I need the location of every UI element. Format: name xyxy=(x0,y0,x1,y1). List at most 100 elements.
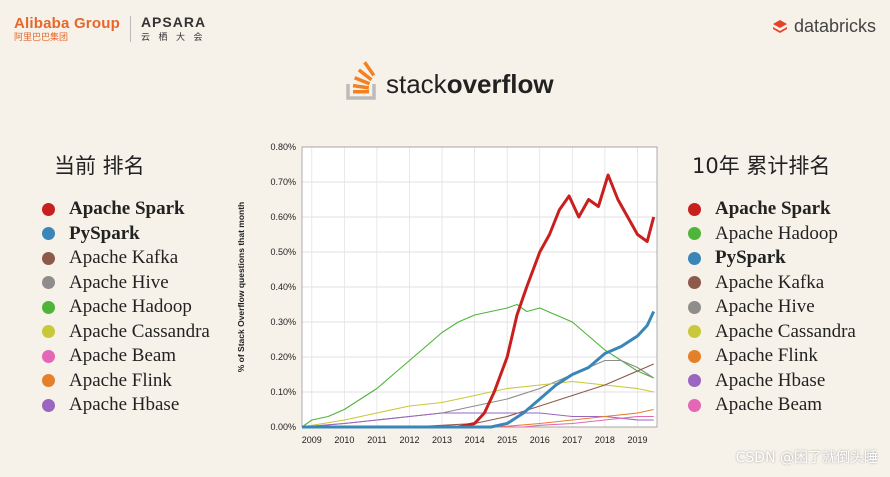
series-line-apache-hadoop xyxy=(301,303,654,428)
ten-year-ranking-list: Apache Spark Apache Hadoop PySpark Apache K… xyxy=(688,197,856,418)
legend-dot-icon xyxy=(42,251,55,265)
ranking-item: Apache Hbase xyxy=(42,393,210,418)
databricks-icon xyxy=(772,19,787,33)
current-ranking-list: Apache Spark PySpark Apache Kafka Apache Hi… xyxy=(42,197,210,418)
alibaba-brand-text: Alibaba Group xyxy=(14,14,120,32)
stackoverflow-bold-text: overflow xyxy=(446,69,554,99)
ranking-item-label: Apache Kafka xyxy=(715,271,825,293)
legend-dot-icon xyxy=(42,374,55,388)
ranking-item-label: Apache Spark xyxy=(69,198,185,220)
legend-dot-icon xyxy=(688,276,701,290)
databricks-text: databricks xyxy=(793,16,876,36)
ranking-item: PySpark xyxy=(42,222,210,247)
y-tick-label: 0.10% xyxy=(270,387,296,397)
x-tick-label: 2012 xyxy=(399,435,419,445)
ranking-item: Apache Hive xyxy=(42,271,210,296)
stackoverflow-icon xyxy=(346,61,376,100)
legend-dot-icon xyxy=(42,325,55,339)
ranking-item-label: Apache Cassandra xyxy=(715,320,856,342)
apsara-logo: APSARA 云 栖 大 会 xyxy=(141,14,206,43)
ranking-item: Apache Hadoop xyxy=(42,295,210,320)
x-tick-labels: 2009 2010 2011 2012 2013 2014 2015 2016 2017 2018… xyxy=(302,435,648,445)
ranking-item: Apache Cassandra xyxy=(688,320,856,345)
grid-lines xyxy=(301,146,658,428)
legend-dot-icon xyxy=(42,349,55,363)
ranking-item-label: Apache Hadoop xyxy=(69,296,192,318)
legend-dot-icon xyxy=(688,202,701,216)
x-tick-label: 2010 xyxy=(334,435,354,445)
alibaba-apsara-brand: Alibaba Group 阿里巴巴集团 APSARA 云 栖 大 会 xyxy=(14,14,206,43)
y-tick-label: 0.80% xyxy=(270,142,296,152)
ranking-item: Apache Beam xyxy=(42,344,210,369)
series-line-apache-beam xyxy=(302,415,654,428)
legend-dot-icon xyxy=(688,374,701,388)
legend-dot-icon xyxy=(42,300,55,314)
y-tick-label: 0.70% xyxy=(270,177,296,187)
legend-dot-icon xyxy=(688,251,701,265)
x-tick-label: 2009 xyxy=(302,435,322,445)
legend-dot-icon xyxy=(688,300,701,314)
y-tick-label: 0.60% xyxy=(270,212,296,222)
stackoverflow-wordmark: stackoverflow xyxy=(386,69,554,100)
ranking-item: Apache Kafka xyxy=(688,271,856,296)
x-tick-label: 2013 xyxy=(432,435,452,445)
alibaba-cn-text: 阿里巴巴集团 xyxy=(14,31,69,42)
series-line-apache-hbase xyxy=(301,412,654,428)
ranking-item-label: Apache Hadoop xyxy=(715,222,838,244)
ranking-item-label: Apache Hbase xyxy=(715,369,826,391)
x-tick-label: 2015 xyxy=(497,435,517,445)
x-tick-label: 2017 xyxy=(562,435,582,445)
ranking-item: Apache Beam xyxy=(688,393,856,418)
ranking-item: Apache Kafka xyxy=(42,246,210,271)
ranking-item-label: Apache Beam xyxy=(715,394,823,416)
ranking-item: Apache Flink xyxy=(42,369,210,394)
x-tick-label: 2019 xyxy=(627,435,647,445)
legend-dot-icon xyxy=(688,325,701,339)
brand-divider xyxy=(129,15,131,42)
y-tick-label: 0.20% xyxy=(270,352,296,362)
ranking-item: Apache Flink xyxy=(688,344,856,369)
apsara-brand-text: APSARA xyxy=(140,14,207,30)
legend-dot-icon xyxy=(42,276,55,290)
ranking-item: PySpark xyxy=(688,246,856,271)
y-tick-label: 0.30% xyxy=(270,317,296,327)
ranking-item-label: Apache Beam xyxy=(69,345,177,367)
stackoverflow-trend-chart: 0.00% 0.10% 0.20% 0.30% 0.40% 0.50% 0.60% 0.70%… xyxy=(236,142,658,445)
stackoverflow-light-text: stack xyxy=(386,69,447,99)
x-tick-label: 2018 xyxy=(595,435,615,445)
y-tick-label: 0.50% xyxy=(270,247,296,257)
ranking-item: Apache Hadoop xyxy=(688,222,856,247)
ranking-item-label: Apache Hive xyxy=(715,296,815,318)
ranking-item-label: Apache Hive xyxy=(69,271,169,293)
y-axis-label: % of Stack Overflow questions that month xyxy=(236,202,246,373)
ranking-item-label: Apache Kafka xyxy=(69,247,179,269)
legend-dot-icon xyxy=(42,398,55,412)
ranking-item-label: Apache Cassandra xyxy=(69,320,210,342)
series-lines xyxy=(301,173,656,429)
x-tick-label: 2016 xyxy=(530,435,550,445)
legend-dot-icon xyxy=(688,398,701,412)
ranking-item: Apache Spark xyxy=(688,197,856,222)
ranking-item-label: Apache Flink xyxy=(69,369,172,391)
ranking-item-label: PySpark xyxy=(69,222,140,244)
ranking-item: Apache Hive xyxy=(688,295,856,320)
legend-dot-icon xyxy=(42,202,55,216)
apsara-cn-text: 云 栖 大 会 xyxy=(140,32,206,42)
legend-dot-icon xyxy=(688,349,701,363)
ranking-item: Apache Hbase xyxy=(688,369,856,394)
ranking-item-label: Apache Hbase xyxy=(69,394,180,416)
ten-year-ranking-title: 10年 累计排名 xyxy=(692,154,831,178)
ranking-item-label: Apache Flink xyxy=(715,345,818,367)
series-line-pyspark xyxy=(302,310,656,429)
y-tick-label: 0.40% xyxy=(270,282,296,292)
databricks-logo: databricks xyxy=(771,16,876,37)
series-line-apache-spark xyxy=(302,173,656,429)
current-ranking-title: 当前 排名 xyxy=(54,154,145,178)
x-tick-label: 2014 xyxy=(465,435,485,445)
stackoverflow-logo: stackoverflow xyxy=(346,60,554,100)
legend-dot-icon xyxy=(688,227,701,241)
csdn-watermark: CSDN @困了就倒头睡 xyxy=(735,450,878,466)
ranking-item: Apache Spark xyxy=(42,197,210,222)
x-tick-label: 2011 xyxy=(367,435,386,445)
ranking-item-label: Apache Spark xyxy=(715,198,831,220)
